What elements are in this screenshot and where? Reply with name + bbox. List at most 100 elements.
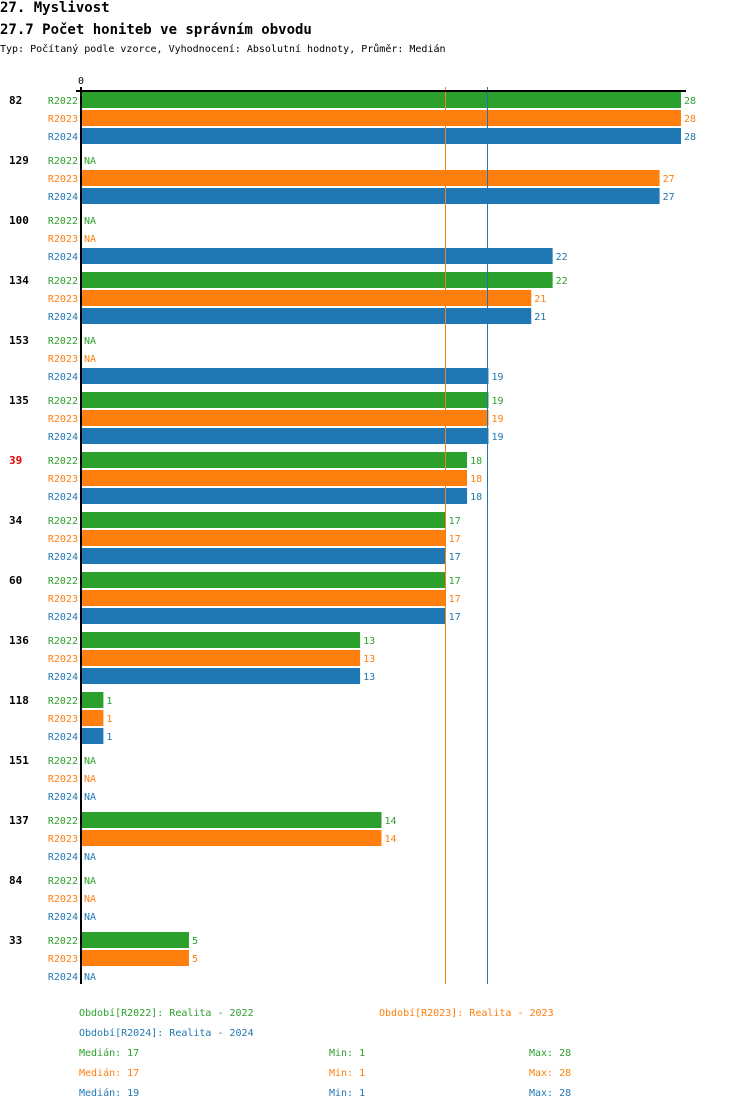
series-label: R2023 <box>48 834 78 845</box>
series-label: R2023 <box>48 354 78 365</box>
data-label: 13 <box>363 672 375 683</box>
series-label: R2022 <box>48 516 78 527</box>
bar <box>82 290 532 306</box>
category-label: 100 <box>9 214 29 227</box>
bar <box>82 608 446 624</box>
data-label: 19 <box>491 372 503 383</box>
series-label: R2022 <box>48 876 78 887</box>
bar <box>82 110 681 126</box>
data-label: 17 <box>449 552 461 563</box>
series-label: R2024 <box>48 192 78 203</box>
data-label: 17 <box>449 612 461 623</box>
bar <box>82 530 446 546</box>
series-label: R2023 <box>48 474 78 485</box>
data-label: 28 <box>684 114 696 125</box>
category-label: 151 <box>9 754 29 767</box>
data-label: 19 <box>491 414 503 425</box>
data-label: 21 <box>534 312 546 323</box>
na-label: NA <box>84 234 96 245</box>
bar <box>82 128 681 144</box>
stat-max-r2023: Max: 28 <box>529 1068 572 1079</box>
series-label: R2024 <box>48 792 78 803</box>
bar <box>82 272 553 288</box>
category-label: 153 <box>9 334 29 347</box>
series-label: R2022 <box>48 336 78 347</box>
bar <box>82 650 361 666</box>
series-label: R2023 <box>48 894 78 905</box>
category-label: 82 <box>9 94 22 107</box>
series-label: R2023 <box>48 714 78 725</box>
bar <box>82 728 104 744</box>
series-label: R2023 <box>48 534 78 545</box>
category-label: 129 <box>9 154 29 167</box>
category-label: 60 <box>9 574 22 587</box>
legend-period-r2022: Období[R2022]: Realita - 2022 <box>79 1008 254 1019</box>
legend-period-r2024: Období[R2024]: Realita - 2024 <box>79 1028 254 1039</box>
series-label: R2022 <box>48 156 78 167</box>
bar <box>82 248 553 264</box>
series-label: R2024 <box>48 732 78 743</box>
series-label: R2024 <box>48 552 78 563</box>
bar <box>82 692 104 708</box>
na-label: NA <box>84 156 96 167</box>
series-label: R2024 <box>48 432 78 443</box>
data-label: 17 <box>449 576 461 587</box>
data-label: 18 <box>470 456 482 467</box>
bar <box>82 188 660 204</box>
stat-median-r2023: Medián: 17 <box>79 1068 140 1079</box>
data-label: 18 <box>470 474 482 485</box>
data-label: 17 <box>449 516 461 527</box>
na-label: NA <box>84 972 96 983</box>
series-label: R2022 <box>48 216 78 227</box>
bar <box>82 308 532 324</box>
series-label: R2024 <box>48 612 78 623</box>
data-label: 1 <box>106 696 112 707</box>
series-label: R2022 <box>48 576 78 587</box>
stat-median-r2022: Medián: 17 <box>79 1048 140 1059</box>
bar-chart: 0 82 R2022 28 R2023 28 R2024 28 129 R2022 NA R2023 2… <box>9 76 696 984</box>
data-label: 14 <box>385 816 397 827</box>
data-label: 21 <box>534 294 546 305</box>
data-label: 13 <box>363 654 375 665</box>
data-label: 19 <box>491 432 503 443</box>
series-label: R2024 <box>48 132 78 143</box>
bar <box>82 428 489 444</box>
data-label: 27 <box>663 174 675 185</box>
bar <box>82 410 489 426</box>
bar <box>82 950 189 966</box>
legend-period-r2023: Období[R2023]: Realita - 2023 <box>379 1008 554 1019</box>
series-label: R2022 <box>48 936 78 947</box>
data-label: 18 <box>470 492 482 503</box>
data-label: 27 <box>663 192 675 203</box>
series-label: R2024 <box>48 312 78 323</box>
data-label: 14 <box>385 834 397 845</box>
series-label: R2024 <box>48 852 78 863</box>
series-label: R2024 <box>48 252 78 263</box>
stat-min-r2022: Min: 1 <box>329 1048 366 1059</box>
data-label: 19 <box>491 396 503 407</box>
stat-max-r2024: Max: 28 <box>529 1088 572 1099</box>
series-label: R2023 <box>48 414 78 425</box>
na-label: NA <box>84 894 96 905</box>
data-label: 13 <box>363 636 375 647</box>
bar <box>82 830 382 846</box>
series-label: R2024 <box>48 672 78 683</box>
data-label: 17 <box>449 534 461 545</box>
category-label: 134 <box>9 274 29 287</box>
series-label: R2023 <box>48 174 78 185</box>
series-label: R2023 <box>48 954 78 965</box>
na-label: NA <box>84 852 96 863</box>
na-label: NA <box>84 774 96 785</box>
bar <box>82 932 189 948</box>
category-label: 33 <box>9 934 22 947</box>
stat-min-r2024: Min: 1 <box>329 1088 366 1099</box>
bar <box>82 632 361 648</box>
na-label: NA <box>84 216 96 227</box>
series-label: R2022 <box>48 756 78 767</box>
na-label: NA <box>84 756 96 767</box>
bar <box>82 452 468 468</box>
bar <box>82 572 446 588</box>
series-label: R2023 <box>48 654 78 665</box>
category-label: 34 <box>9 514 23 527</box>
bar <box>82 812 382 828</box>
